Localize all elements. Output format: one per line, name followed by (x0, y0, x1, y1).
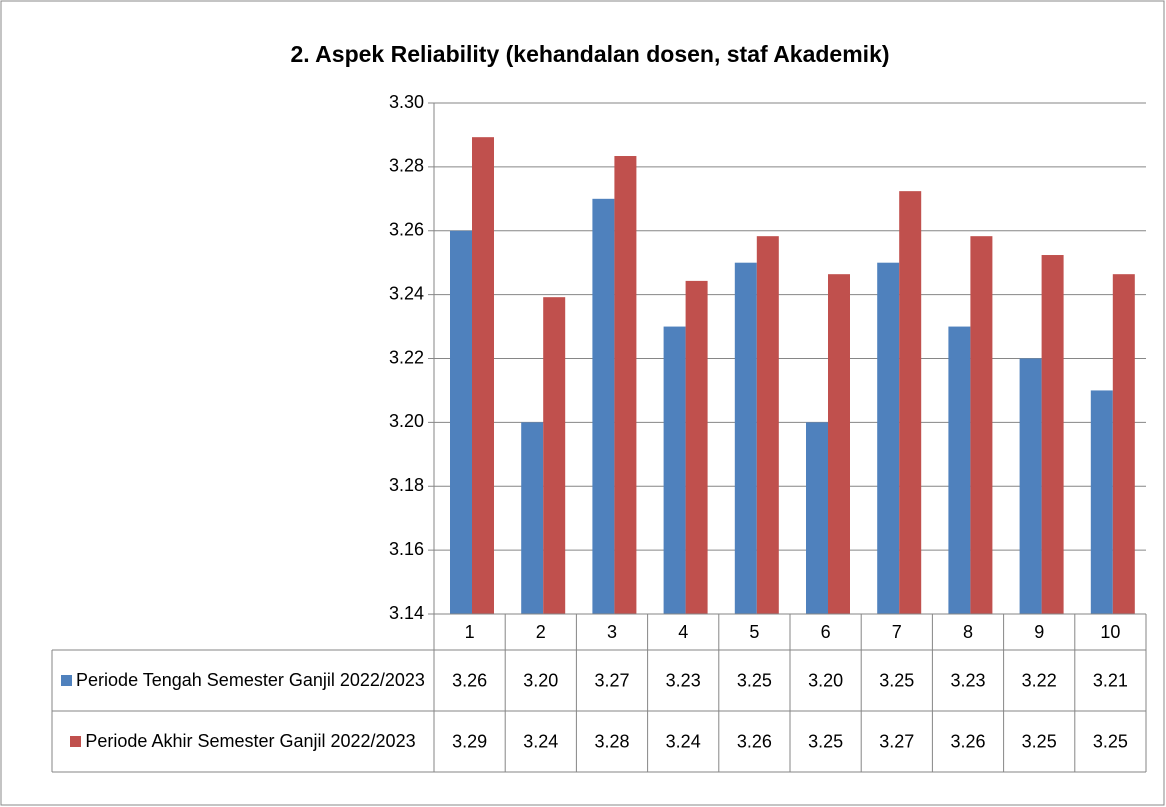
x-tick-label: 2 (536, 622, 546, 642)
legend-key (61, 675, 73, 686)
chart-title: 2. Aspek Reliability (kehandalan dosen, … (290, 41, 889, 67)
x-tick-label: 4 (678, 622, 688, 642)
bar (685, 280, 708, 614)
bar (1041, 255, 1064, 614)
y-tick-label: 3.28 (389, 156, 424, 176)
data-table-value: 3.27 (594, 670, 629, 690)
x-tick-label: 3 (607, 622, 617, 642)
data-table-value: 3.25 (879, 670, 914, 690)
bar (948, 326, 971, 614)
y-tick-label: 3.30 (389, 92, 424, 112)
legend-entry-cell: Periode Akhir Semester Ganjil 2022/2023 (54, 711, 432, 772)
legend-entry: Periode Tengah Semester Ganjil 2022/2023 (54, 650, 432, 711)
data-table-value: 3.29 (452, 731, 487, 751)
bar (592, 198, 615, 614)
data-table-value: 3.24 (523, 731, 558, 751)
data-table-value: 3.25 (737, 670, 772, 690)
data-table-value: 3.23 (950, 670, 985, 690)
bar (756, 236, 779, 614)
y-tick-label: 3.16 (389, 539, 424, 559)
bar (472, 137, 494, 614)
x-tick-label: 6 (821, 622, 831, 642)
legend-key (70, 736, 82, 747)
legend-text-wrap: Periode Tengah Semester Ganjil 2022/2023 (61, 669, 425, 692)
data-table-value: 3.26 (737, 731, 772, 751)
x-tick-label: 1 (465, 622, 475, 642)
bar (970, 236, 993, 614)
bar (877, 262, 900, 614)
x-tick-label: 10 (1100, 622, 1120, 642)
data-table-value: 3.24 (666, 731, 701, 751)
bar (450, 230, 472, 614)
legend-entry: Periode Akhir Semester Ganjil 2022/2023 (54, 711, 432, 772)
y-tick-label: 3.22 (389, 347, 424, 367)
data-table-value: 3.27 (879, 731, 914, 751)
y-tick-label: 3.18 (389, 475, 424, 495)
x-tick-label: 8 (963, 622, 973, 642)
data-table-value: 3.25 (1022, 731, 1057, 751)
data-table-value: 3.26 (452, 670, 487, 690)
bar (1112, 274, 1135, 614)
bar (734, 262, 757, 614)
bar (828, 274, 850, 614)
data-table-value: 3.20 (523, 670, 558, 690)
bar (521, 422, 544, 614)
data-table-value: 3.23 (666, 670, 701, 690)
legend-label: Periode Tengah Semester Ganjil 2022/2023 (76, 670, 425, 690)
data-table-value: 3.26 (950, 731, 985, 751)
x-tick-label: 7 (892, 622, 902, 642)
legend-text-wrap: Periode Akhir Semester Ganjil 2022/2023 (70, 730, 416, 753)
data-table-value: 3.20 (808, 670, 843, 690)
bar (1090, 390, 1113, 614)
data-table-value: 3.25 (808, 731, 843, 751)
bar (806, 422, 828, 614)
data-table-value: 3.28 (594, 731, 629, 751)
y-tick-label: 3.14 (389, 603, 424, 623)
bar (899, 191, 922, 614)
bar (663, 326, 686, 614)
bar (543, 297, 566, 614)
y-tick-label: 3.24 (389, 283, 424, 303)
legend-entry-cell: Periode Tengah Semester Ganjil 2022/2023 (54, 650, 432, 711)
x-tick-label: 9 (1034, 622, 1044, 642)
y-tick-label: 3.20 (389, 411, 424, 431)
y-tick-label: 3.26 (389, 220, 424, 240)
bar (1019, 358, 1042, 614)
x-tick-label: 5 (749, 622, 759, 642)
legend-label: Periode Akhir Semester Ganjil 2022/2023 (85, 731, 416, 751)
bar (614, 156, 637, 615)
data-table-value: 3.22 (1022, 670, 1057, 690)
data-table-value: 3.21 (1093, 670, 1128, 690)
data-table-value: 3.25 (1093, 731, 1128, 751)
